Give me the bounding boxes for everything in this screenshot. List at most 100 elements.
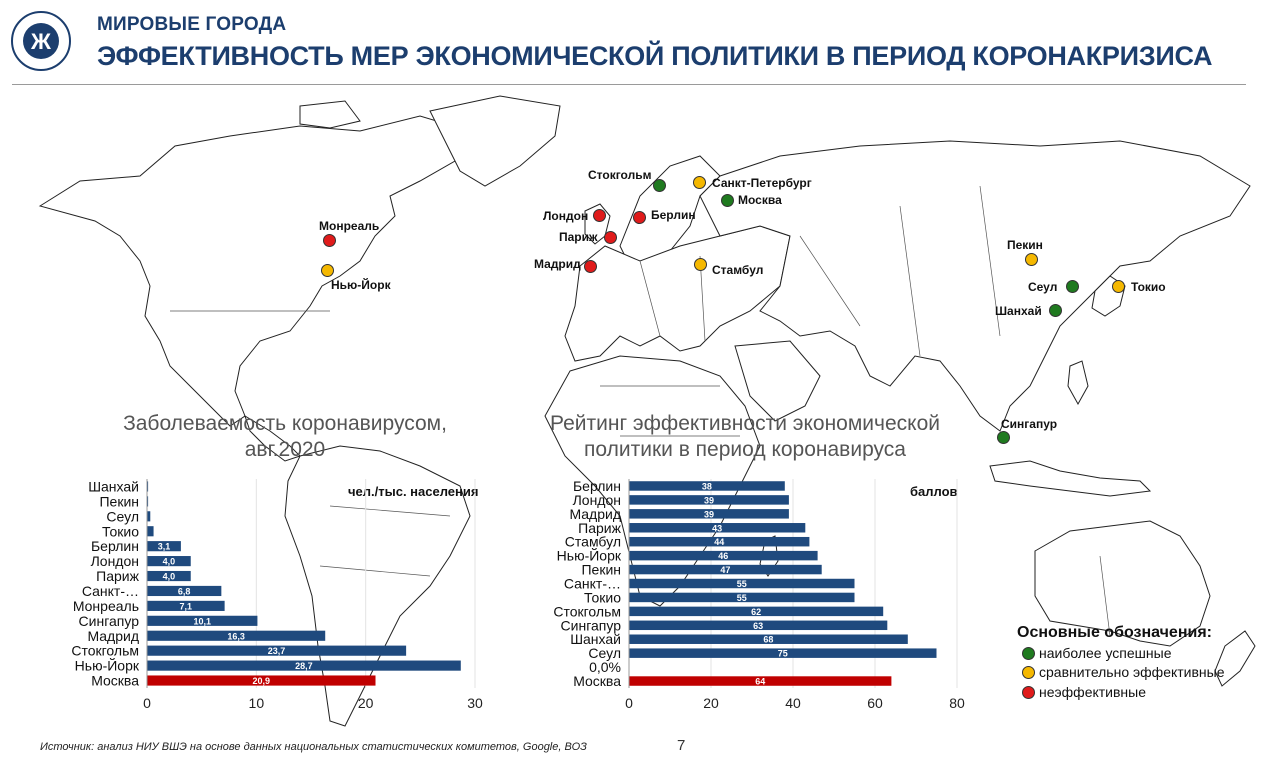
incidence-bar (147, 600, 225, 611)
rating-data-label: 75 (778, 649, 788, 659)
incidence-bar (147, 585, 222, 597)
incidence-tick-label: 0 (143, 695, 151, 711)
source-footnote: Источник: анализ НИУ ВШЭ на основе данны… (40, 741, 587, 753)
incidence-category-label: Мадрид (87, 628, 139, 644)
header-subtitle: МИРОВЫЕ ГОРОДА (97, 14, 287, 35)
incidence-bar (147, 645, 407, 656)
rating-data-label: 55 (737, 593, 747, 603)
rating-bar (629, 676, 892, 686)
incidence-category-label: Пекин (99, 493, 139, 509)
city-dot-shanghai (1049, 304, 1062, 317)
incidence-bar (147, 556, 191, 567)
city-label-tokyo: Токио (1131, 280, 1166, 294)
legend-item-yellow: сравнительно эффективные (1022, 664, 1225, 680)
incidence-data-label: 10,1 (193, 616, 211, 626)
europe-shape (564, 225, 791, 362)
incidence-data-label: 3,1 (158, 542, 171, 552)
left-chart-title-line2: авг.2020 (244, 438, 326, 461)
rating-category-label: Нью-Йорк (557, 547, 622, 564)
rating-bar (629, 578, 855, 589)
city-label-montreal: Монреаль (319, 219, 380, 233)
city-label-paris: Париж (559, 230, 598, 244)
legend-title: Основные обозначения: (1017, 624, 1212, 641)
incidence-category-label: Москва (91, 673, 139, 689)
city-label-shanghai: Шанхай (995, 304, 1042, 318)
incidence-data-label: 23,7 (268, 646, 286, 656)
city-dot-istanbul (694, 258, 707, 271)
city-dot-montreal (323, 234, 336, 247)
right-chart-title-line1: Рейтинг эффективности экономической (550, 412, 940, 435)
arabia-shape (734, 340, 821, 422)
right-chart-title: Рейтинг эффективности экономической поли… (535, 411, 955, 463)
incidence-data-label: 28,7 (295, 661, 313, 671)
city-dot-st-petersburg (693, 176, 706, 189)
incidence-category-label: Париж (96, 568, 139, 584)
rating-category-label: Москва (573, 673, 621, 689)
rating-data-label: 55 (737, 579, 747, 589)
rating-category-label: Шанхай (570, 631, 621, 647)
rating-tick-label: 20 (703, 695, 719, 711)
left-chart-title: Заболеваемость коронавирусом, авг.2020 (100, 411, 470, 463)
city-label-stockholm: Стокгольм (588, 168, 652, 182)
rating-category-label: Лондон (573, 492, 621, 508)
header-title: ЭФФЕКТИВНОСТЬ МЕР ЭКОНОМИЧЕСКОЙ ПОЛИТИКИ… (97, 41, 1213, 71)
legend-dot-red (1022, 686, 1035, 699)
city-dot-moscow (721, 194, 734, 207)
rating-bar (629, 634, 908, 644)
rating-category-label: Сингапур (561, 617, 622, 633)
legend-item-red: неэффективные (1022, 684, 1146, 700)
incidence-category-label: Санкт-… (82, 583, 139, 599)
rating-data-label: 68 (763, 635, 773, 645)
city-label-beijing: Пекин (1007, 238, 1043, 252)
incidence-category-label: Токио (102, 523, 139, 539)
city-dot-singapore (997, 431, 1010, 444)
rating-tick-label: 80 (949, 695, 965, 711)
incidence-tick-label: 30 (467, 695, 483, 711)
rating-data-label: 63 (753, 621, 763, 631)
incidence-data-label: 4,0 (163, 557, 176, 567)
rating-category-label: Санкт-… (564, 576, 621, 592)
incidence-category-label: Нью-Йорк (75, 657, 140, 674)
rating-category-label: Пекин (581, 562, 621, 578)
left-chart-title-line1: Заболеваемость коронавирусом, (123, 412, 447, 435)
city-dot-paris (604, 231, 617, 244)
incidence-bar (147, 660, 461, 671)
incidence-data-label: 6,8 (178, 586, 191, 596)
rating-bar (629, 606, 884, 617)
central-america-shape (244, 414, 301, 462)
legend-dot-yellow (1022, 666, 1035, 679)
city-dot-beijing (1025, 253, 1038, 266)
rating-data-label: 62 (751, 607, 761, 617)
rating-bar (629, 550, 818, 561)
world-map (38, 95, 1256, 727)
rating-bar (629, 523, 806, 533)
incidence-category-label: Берлин (91, 538, 139, 554)
rating-data-label: 46 (718, 551, 728, 561)
incidence-category-label: Сеул (106, 508, 139, 524)
legend-label-yellow: сравнительно эффективные (1039, 664, 1225, 680)
australia-shape (1034, 520, 1211, 647)
rating-bar (629, 495, 789, 505)
rating-category-label: 0,0% (589, 659, 621, 675)
city-label-madrid: Мадрид (534, 257, 581, 271)
rating-data-label: 39 (704, 495, 714, 505)
rating-bar (629, 648, 937, 658)
rating-tick-label: 0 (625, 695, 633, 711)
city-label-st-petersburg: Санкт-Петербург (712, 176, 812, 190)
legend-label-red: неэффективные (1039, 684, 1147, 700)
rating-bar (629, 481, 785, 491)
incidence-bar (147, 675, 376, 686)
rating-category-label: Мадрид (569, 506, 621, 522)
philippines-shape (1067, 360, 1089, 406)
city-dot-madrid (584, 260, 597, 273)
arctic-islands-shape (299, 100, 361, 129)
incidence-data-label: 20,9 (252, 676, 270, 686)
incidence-bar (147, 481, 149, 492)
city-dot-new-york (321, 264, 334, 277)
rating-category-label: Стокгольм (553, 603, 621, 619)
incidence-data-label: 16,3 (227, 631, 245, 641)
page-number: 7 (677, 737, 686, 754)
header-divider (12, 84, 1246, 85)
incidence-bar (147, 511, 151, 522)
